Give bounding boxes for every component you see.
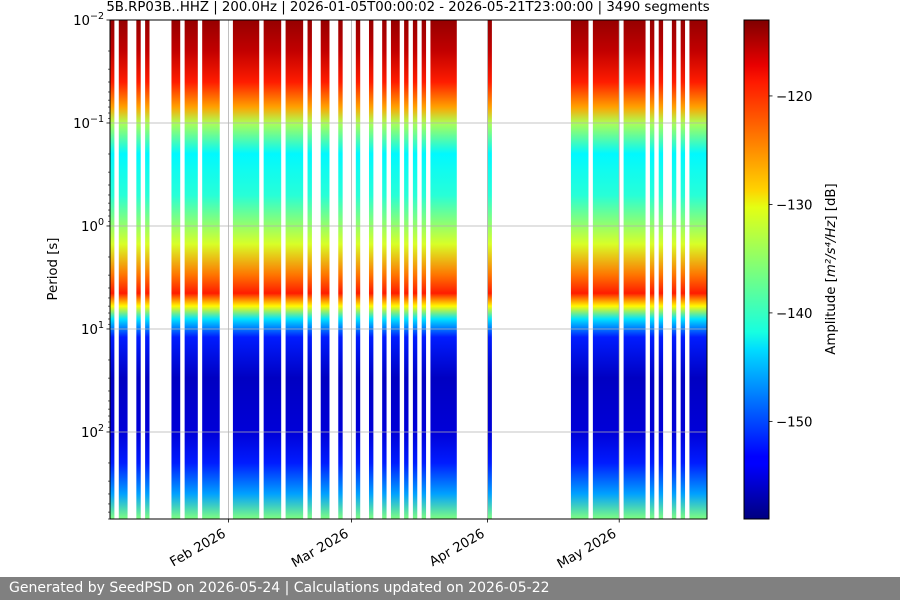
y-tick-label: 100: [81, 217, 104, 235]
data-band: [689, 20, 707, 519]
data-band: [487, 20, 492, 519]
spectrogram-bands: [110, 20, 707, 519]
data-band: [232, 20, 260, 519]
data-band: [307, 20, 312, 519]
x-tick-label: Mar 2026: [289, 526, 351, 571]
chart-title: 5B.RP03B..HHZ | 200.0Hz | 2026-01-05T00:…: [106, 0, 709, 15]
data-band: [623, 20, 646, 519]
data-band: [649, 20, 655, 519]
data-band: [285, 20, 304, 519]
data-band: [118, 20, 128, 519]
data-band: [430, 20, 457, 519]
colorbar-label: Amplitude [m²/s⁴/Hz] [dB]: [824, 183, 839, 354]
x-axis: Feb 2026 Mar 2026 Apr 2026 May 2026: [168, 519, 620, 572]
colorbar-tick-label: −120: [776, 90, 813, 105]
y-tick-label: 10−2: [73, 11, 104, 29]
y-axis-label: Period [s]: [46, 238, 61, 301]
plot-area-frame: [109, 19, 708, 520]
data-band: [202, 20, 220, 519]
colorbar-tick-label: −150: [776, 415, 813, 430]
data-band: [412, 20, 418, 519]
data-band: [320, 20, 330, 519]
data-band: [355, 20, 361, 519]
colorbar-label-prefix: Amplitude [: [824, 277, 839, 355]
colorbar-tick-label: −130: [776, 198, 813, 213]
data-band: [382, 20, 387, 519]
colorbar: [743, 19, 770, 520]
y-tick-label: 10−1: [73, 114, 104, 132]
x-tick-label: May 2026: [555, 526, 619, 572]
footer-text: Generated by SeedPSD on 2026-05-24 | Cal…: [9, 580, 550, 596]
footer-bar: Generated by SeedPSD on 2026-05-24 | Cal…: [0, 577, 900, 600]
data-band: [368, 20, 374, 519]
colorbar-label-suffix: ] [dB]: [824, 183, 839, 220]
data-band: [263, 20, 282, 519]
x-tick-label: Feb 2026: [168, 526, 229, 570]
colorbar-label-unit: m²/s⁴/Hz: [824, 220, 839, 277]
data-band: [658, 20, 664, 519]
colorbar-tick-label: −140: [776, 307, 813, 322]
data-band: [592, 20, 620, 519]
psd-spectrogram-chart: 5B.RP03B..HHZ | 200.0Hz | 2026-01-05T00:…: [46, 0, 839, 572]
data-band: [136, 20, 141, 519]
data-band: [338, 20, 343, 519]
x-tick-label: Apr 2026: [427, 526, 487, 570]
data-band: [570, 20, 589, 519]
data-band: [421, 20, 427, 519]
data-band: [110, 20, 115, 519]
colorbar-ticks: −120 −130 −140 −150: [769, 90, 813, 430]
y-tick-label: 102: [81, 423, 104, 441]
data-band: [680, 20, 686, 519]
data-band: [171, 20, 181, 519]
data-band: [671, 20, 677, 519]
data-band: [390, 20, 400, 519]
data-band: [184, 20, 198, 519]
data-band: [404, 20, 409, 519]
y-axis: 10−2 10−1 100 101 102: [73, 11, 110, 520]
y-tick-label: 101: [81, 320, 104, 338]
grid-lines: [110, 19, 707, 519]
data-band: [145, 20, 150, 519]
